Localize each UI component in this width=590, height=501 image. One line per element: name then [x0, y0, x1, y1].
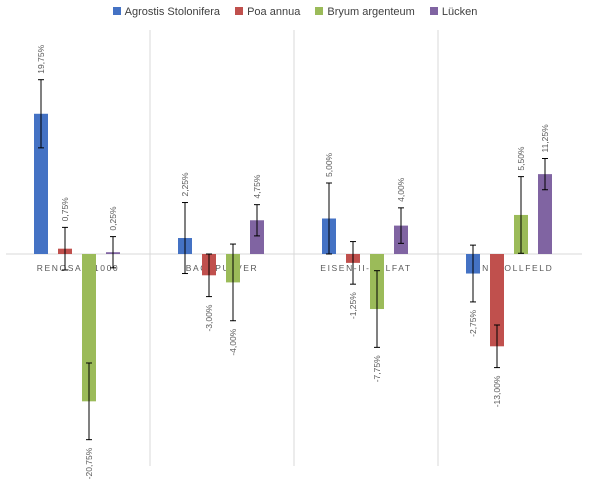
data-label: 0,75%: [60, 197, 70, 222]
bar: [250, 220, 264, 254]
data-label: 19,75%: [36, 44, 46, 73]
legend-label-bryum: Bryum argenteum: [327, 6, 415, 18]
legend-swatch-luecken: [429, 7, 438, 15]
data-label: 5,00%: [324, 152, 334, 177]
data-label: 2,25%: [180, 172, 190, 197]
legend-item-luecken: Lücken: [429, 6, 478, 18]
legend-label-agrostis: Agrostis Stolonifera: [124, 6, 221, 18]
data-label: -13,00%: [492, 375, 502, 407]
category-label: RENOSAN 1000: [37, 263, 120, 273]
legend: Agrostis Stolonifera Poa annua Bryum arg…: [0, 6, 590, 18]
legend-swatch-bryum: [315, 7, 324, 15]
legend-item-bryum: Bryum argenteum: [315, 6, 415, 18]
category-label: KONTROLLFELD: [467, 263, 554, 273]
data-label: -1,25%: [348, 292, 358, 319]
legend-item-agrostis: Agrostis Stolonifera: [112, 6, 221, 18]
legend-label-poa: Poa annua: [247, 6, 301, 18]
data-label: -20,75%: [84, 447, 94, 479]
bar: [538, 174, 552, 254]
category-label: BACKPULVER: [186, 263, 259, 273]
legend-swatch-agrostis: [112, 7, 121, 15]
data-label: -4,00%: [228, 328, 238, 355]
category-label: EISEN-II-SULFAT: [320, 263, 411, 273]
bar: [82, 254, 96, 402]
legend-item-poa: Poa annua: [235, 6, 300, 18]
data-label: 0,25%: [108, 206, 118, 231]
data-label: 5,50%: [516, 146, 526, 171]
data-label: 4,00%: [396, 177, 406, 202]
data-label: 11,25%: [540, 124, 550, 153]
data-label: -2,75%: [468, 309, 478, 336]
bar: [34, 113, 48, 255]
legend-swatch-poa: [235, 7, 244, 15]
data-label: -7,75%: [372, 355, 382, 382]
legend-label-luecken: Lücken: [441, 6, 478, 18]
data-label: 4,75%: [252, 174, 262, 199]
bar: [490, 254, 504, 347]
data-label: -3,00%: [204, 304, 214, 331]
